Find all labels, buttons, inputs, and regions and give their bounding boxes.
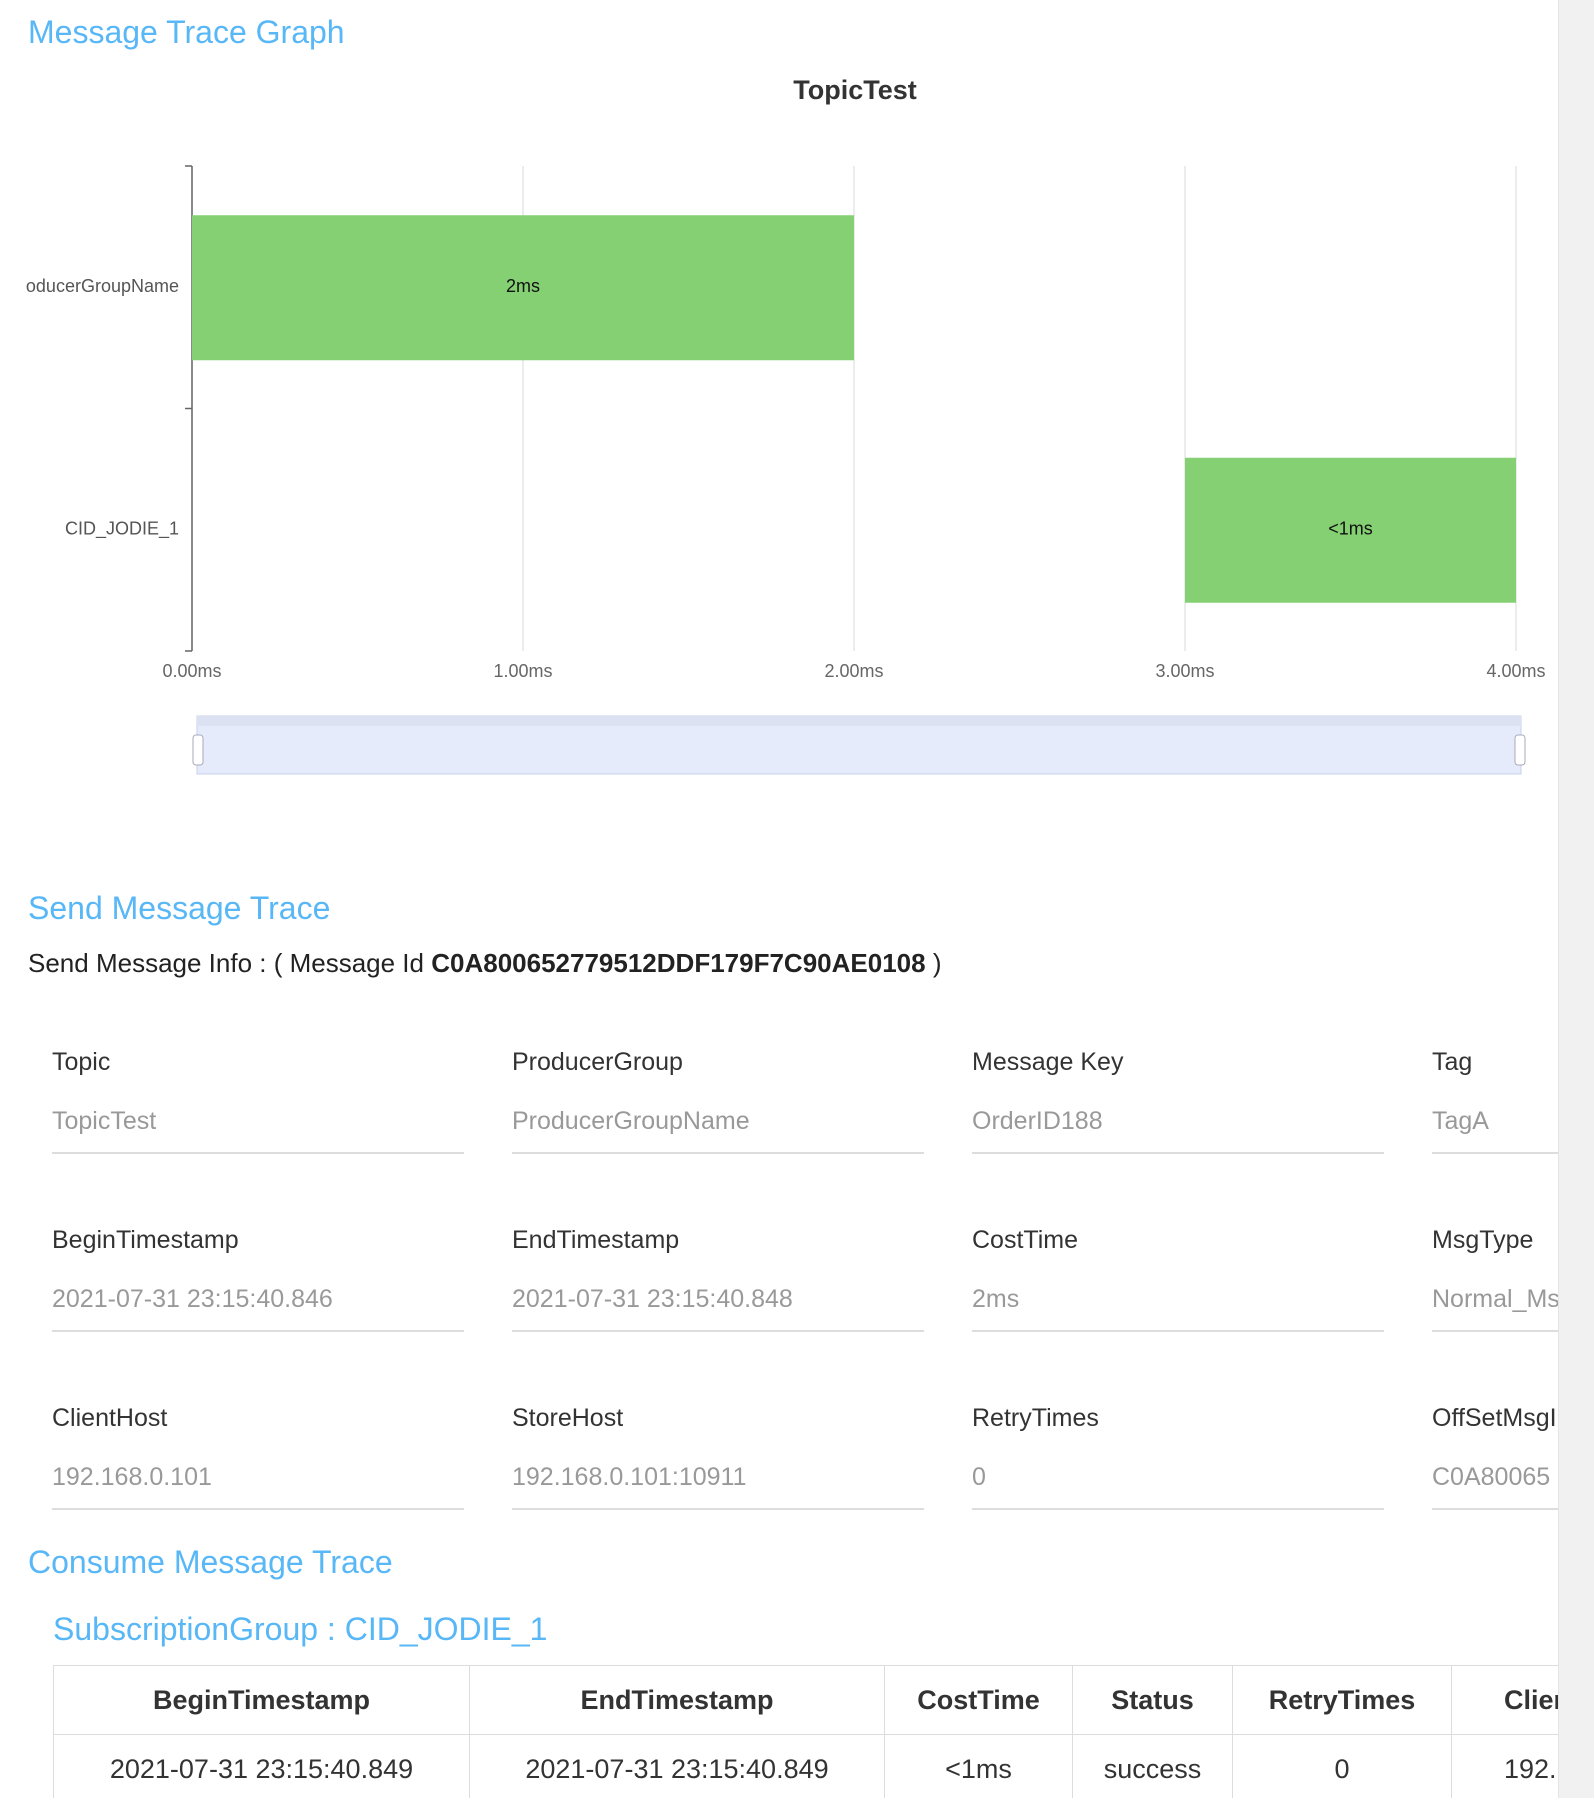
field-underline [972,1152,1384,1154]
x-tick-label: 4.00ms [1486,661,1545,681]
zoom-handle[interactable] [1514,734,1526,766]
table-cell: <1ms [884,1734,1073,1798]
field-value: Normal_Msg [1432,1285,1558,1313]
field-label: ProducerGroup [512,1048,683,1076]
table-cell: 0 [1232,1734,1452,1798]
table-cell: 2021-07-31 23:15:40.849 [53,1734,470,1798]
table-cell: 192.16 [1451,1734,1558,1798]
field-label: RetryTimes [972,1404,1099,1432]
field-underline [972,1330,1384,1332]
field-label: EndTimestamp [512,1226,680,1254]
field-underline [512,1330,924,1332]
header-row: BeginTimestamp EndTimestamp CostTime Status… [53,1665,1558,1735]
field-underline [972,1508,1384,1510]
field-label: StoreHost [512,1404,624,1432]
x-tick-label: 0.00ms [162,661,221,681]
header-cell: EndTimestamp [469,1665,885,1735]
zoom-handle[interactable] [192,734,204,766]
field-underline [1432,1152,1558,1154]
field-value: TopicTest [52,1107,157,1135]
field-label: Topic [52,1048,111,1076]
message-info: Send Message Info : ( Message Id C0A8006… [28,948,941,979]
section-title: Send Message Trace [28,890,331,926]
info-prefix: Send Message Info : ( Message Id [28,948,424,978]
x-tick-label: 3.00ms [1155,661,1214,681]
header-cell: RetryTimes [1232,1665,1452,1735]
scrollbar[interactable] [1558,0,1594,1798]
field-underline [52,1508,464,1510]
field-label: CostTime [972,1226,1079,1254]
bar-label: 2ms [506,276,540,296]
field-value: TagA [1432,1107,1489,1135]
field-underline [512,1152,924,1154]
field-value: 192.168.0.101 [52,1463,212,1491]
field-value: 2021-07-31 23:15:40.848 [512,1285,793,1313]
bar-label: <1ms [1328,519,1373,539]
header-cell: BeginTimestamp [53,1665,470,1735]
field-value: ProducerGroupName [512,1107,750,1135]
y-labels: ProducerGroupName CID_JODIE_1 [8,276,179,540]
x-tick-label: 2.00ms [824,661,883,681]
field-value: 0 [972,1463,986,1491]
zoom-grip-bar[interactable] [197,716,1521,726]
header-cell: Status [1072,1665,1233,1735]
table-row: 2021-07-31 23:15:40.849 2021-07-31 23:15:… [53,1734,1558,1798]
field-underline [1432,1508,1558,1510]
field-label: Message Key [972,1048,1124,1076]
consume-table: BeginTimestamp EndTimestamp CostTime Status… [53,1665,1558,1798]
field-label: ClientHost [52,1404,168,1432]
field-value: OrderID188 [972,1107,1103,1135]
y-tick-label: CID_JODIE_1 [65,519,179,540]
info-suffix: ) [932,948,942,978]
chart: TopicTest 0.00ms 1.00ms 2.00ms 3.00ms 4.00ms… [8,75,1546,775]
field-underline [1432,1330,1558,1332]
field-value: 2ms [972,1285,1020,1313]
main: Message Trace Graph TopicTest 0.00ms 1.00… [8,14,1558,1798]
message-id: C0A800652779512DDF179F7C90AE0108 [431,948,926,978]
header-cell: CostTime [884,1665,1073,1735]
header-cell: Clien [1451,1665,1558,1735]
table-cell: success [1072,1734,1233,1798]
field-label: BeginTimestamp [52,1226,239,1254]
y-tick-label: ProducerGroupName [8,276,179,296]
section-title: Message Trace Graph [28,14,345,50]
group-title: SubscriptionGroup : CID_JODIE_1 [53,1611,548,1647]
chart-title: TopicTest [793,75,917,105]
x-tick-label: 1.00ms [493,661,552,681]
field-underline [512,1508,924,1510]
field-value: C0A80065 [1432,1463,1551,1491]
bar [192,215,854,361]
table-cell: 2021-07-31 23:15:40.849 [469,1734,885,1798]
field-underline [52,1330,464,1332]
bar [1185,457,1516,603]
field-label: MsgType [1432,1226,1534,1254]
field-value: 192.168.0.101:10911 [512,1463,747,1491]
field-underline [52,1152,464,1154]
field-label: OffSetMsgI [1432,1404,1557,1432]
field-label: Tag [1432,1048,1473,1076]
field-value: 2021-07-31 23:15:40.846 [52,1285,333,1313]
section-title: Consume Message Trace [28,1544,393,1580]
